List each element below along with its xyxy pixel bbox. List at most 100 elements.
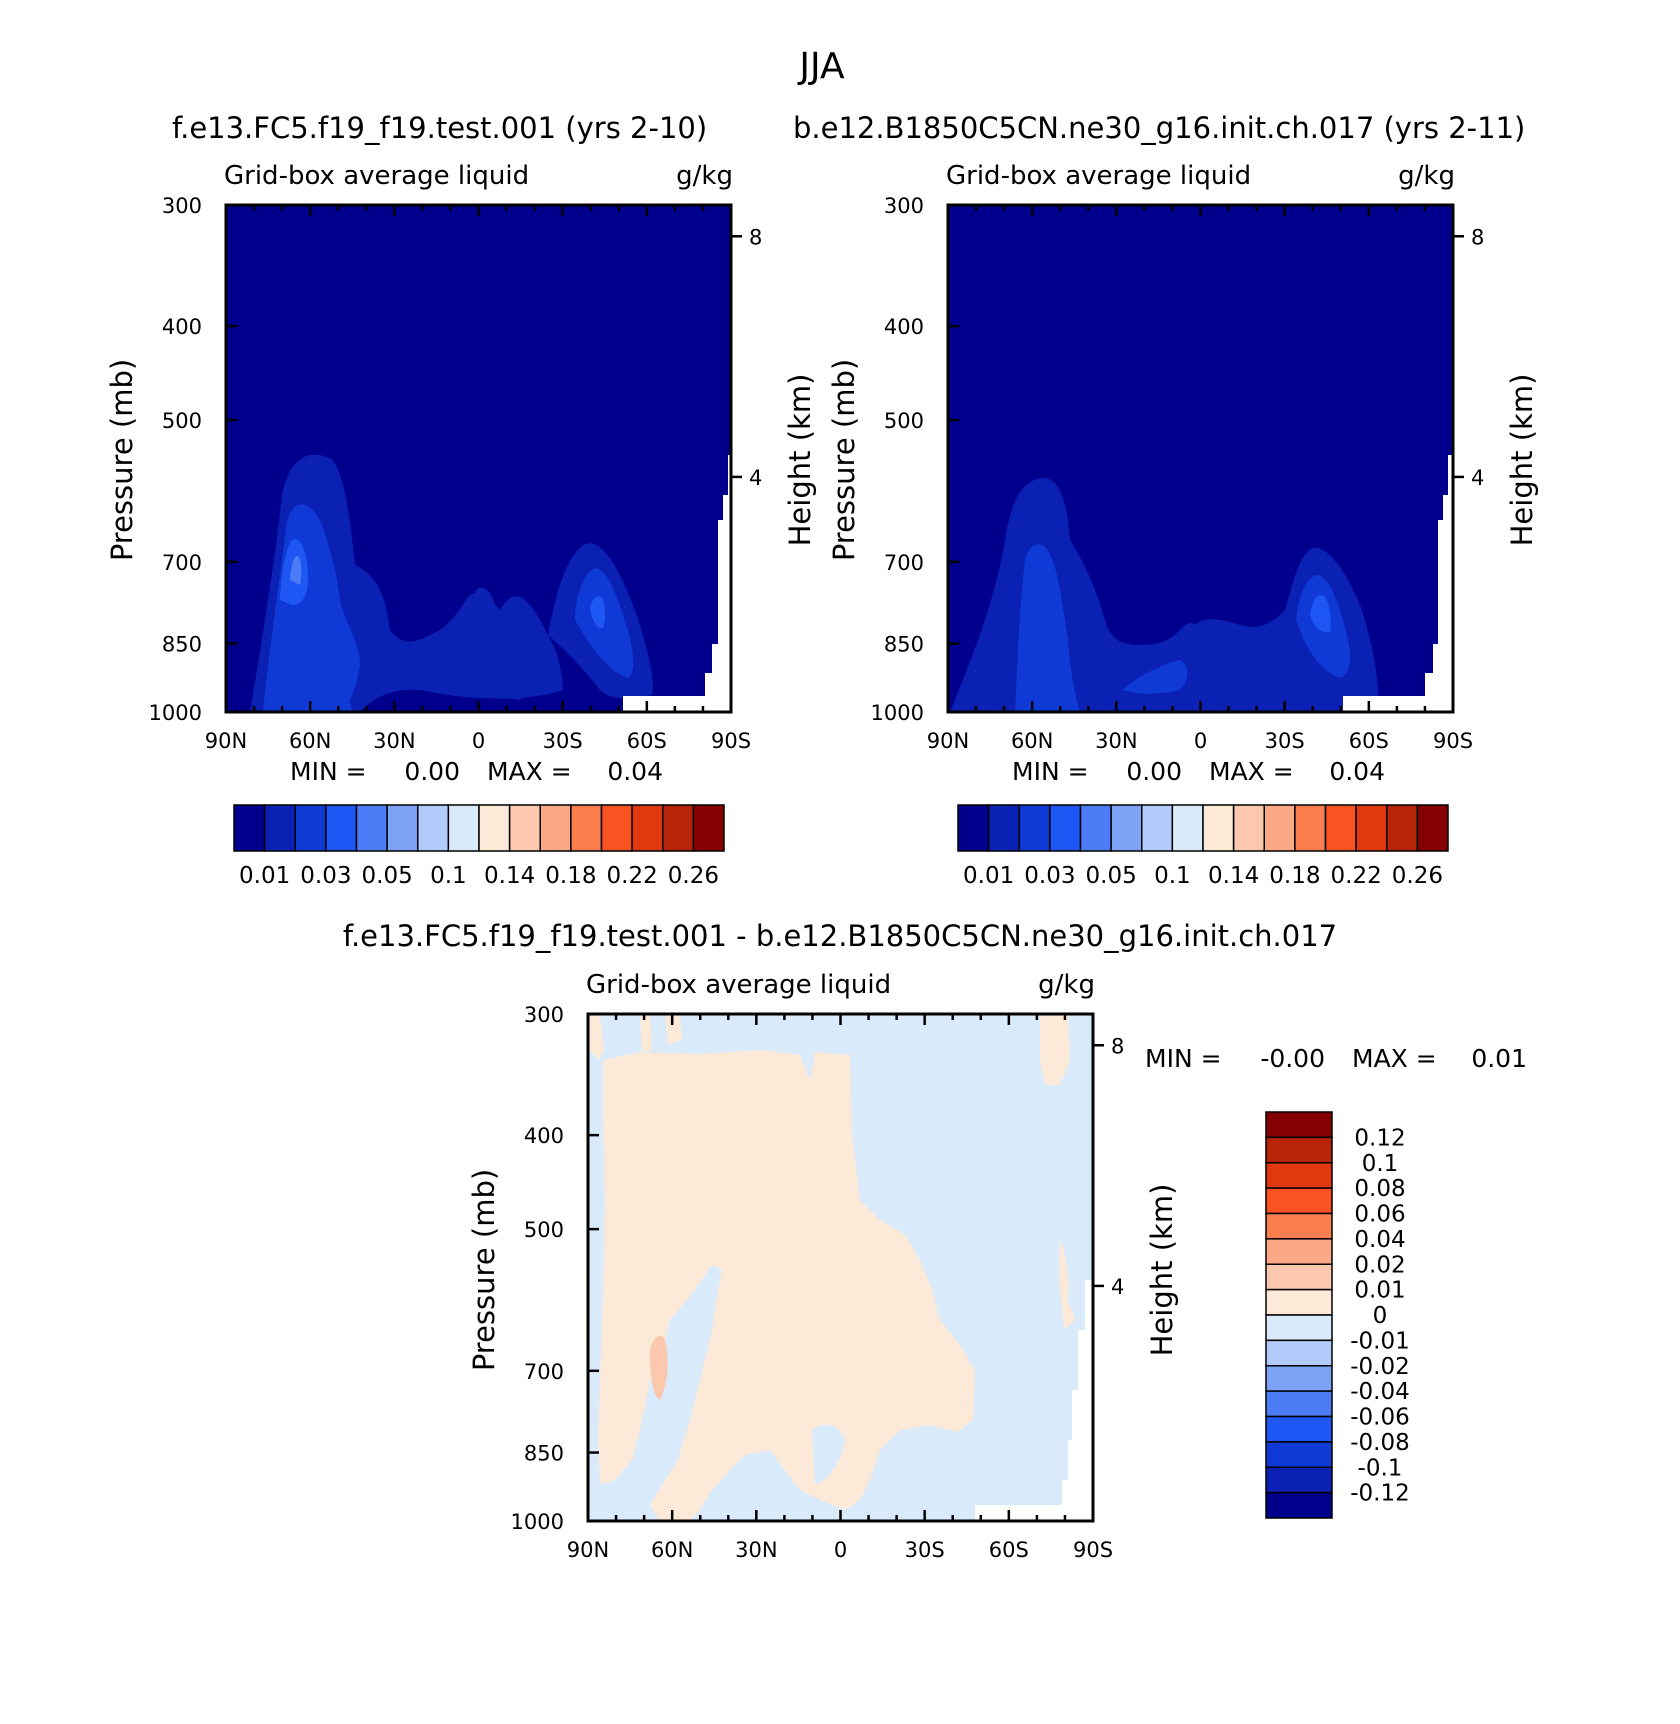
panel-c-positive-top-strip-3 — [665, 1014, 682, 1045]
panel-c-height-tick-label: 4 — [1111, 1275, 1124, 1299]
panel-c-colorbar-swatch — [1265, 1238, 1333, 1265]
panel-c-colorbar-label: 0.02 — [1354, 1252, 1405, 1278]
panel-c-ylabel: Pressure (mb) — [467, 1169, 501, 1371]
panel-b-colorbar-label: 0.01 — [963, 863, 1014, 889]
panel-a-colorbar-swatch — [692, 804, 725, 852]
panel-b-colorbar-swatch — [1110, 804, 1143, 852]
panel-b-colorbar-swatch — [1079, 804, 1112, 852]
panel-b-y-tick-label: 500 — [884, 409, 924, 433]
panel-c-colorbar-swatch — [1265, 1466, 1333, 1494]
panel-b-units-label: g/kg — [1398, 161, 1455, 191]
panel-c-colorbar-label: -0.04 — [1350, 1379, 1410, 1405]
panel-b-colorbar-label: 0.22 — [1331, 863, 1382, 889]
panel-a-ylabel-right: Height (km) — [783, 374, 817, 547]
panel-a-colorbar-swatch — [294, 804, 327, 852]
panel-a-colorbar-swatch — [386, 804, 419, 852]
panel-a: f.e13.FC5.f19_f19.test.001 (yrs 2-10) Gr… — [105, 111, 817, 889]
panel-c-colorbar-swatch — [1265, 1365, 1333, 1392]
panel-a-y-tick-label: 500 — [162, 409, 202, 433]
panel-b-colorbar-swatch — [957, 804, 990, 852]
panel-c-variable-label: Grid-box average liquid — [586, 970, 891, 1000]
panel-c-colorbar-label: 0.01 — [1354, 1278, 1405, 1304]
main-title: JJA — [797, 46, 845, 87]
panel-b-colorbar-label: 0.18 — [1269, 863, 1320, 889]
panel-c-colorbar-swatch — [1265, 1111, 1333, 1139]
panel-a-colorbar-label: 0.22 — [607, 863, 658, 889]
panel-a-colorbar-swatch — [539, 804, 572, 852]
panel-a-colorbar-swatch — [233, 804, 266, 852]
panel-a-colorbar-swatch — [631, 804, 664, 852]
panel-a-colorbar: 0.01 0.03 0.05 0.1 0.14 0.18 0.22 0.26 — [233, 804, 725, 889]
panel-a-x-tick-label: 60S — [627, 729, 667, 753]
panel-c-height-tick-label: 8 — [1111, 1034, 1124, 1058]
panel-c-colorbar-swatch — [1265, 1162, 1333, 1189]
panel-b-colorbar-swatch — [1263, 804, 1296, 852]
panel-b-y-tick-label: 300 — [884, 194, 924, 218]
panel-c-max-value: 0.01 — [1471, 1044, 1527, 1073]
panel-c-max-label: MAX = — [1352, 1044, 1437, 1073]
panel-a-colorbar-swatch — [662, 804, 695, 852]
panel-c-x-tick-label: 90N — [567, 1538, 609, 1562]
panel-a-colorbar-label: 0.1 — [430, 863, 467, 889]
panel-c-colorbar-label: -0.01 — [1350, 1328, 1410, 1354]
panel-b-colorbar-swatch — [1355, 804, 1388, 852]
panel-a-colorbar-label: 0.05 — [362, 863, 413, 889]
panel-b-colorbar-swatch — [1018, 804, 1051, 852]
panel-c-colorbar-swatch — [1265, 1491, 1333, 1519]
panel-b-colorbar-label: 0.26 — [1392, 863, 1443, 889]
panel-c-x-tick-label: 60S — [989, 1538, 1029, 1562]
panel-a-x-tick-label: 90N — [205, 729, 247, 753]
panel-b-min-value: 0.00 — [1126, 757, 1182, 786]
panel-a-colorbar-swatch — [325, 804, 358, 852]
panel-b-min-label: MIN = — [1012, 757, 1089, 786]
panel-a-colorbar-swatch — [570, 804, 603, 852]
panel-a-x-tick-label: 30S — [543, 729, 583, 753]
panel-b-case-title: b.e12.B1850C5CN.ne30_g16.init.ch.017 (yr… — [793, 111, 1525, 145]
panel-c-axes: 90N 60N 30N 0 30S 60S 90S 300 400 500 700 850 1000 8 4 — [511, 1003, 1125, 1562]
panel-b-max-value: 0.04 — [1329, 757, 1385, 786]
panel-c-colorbar-swatch — [1265, 1136, 1333, 1164]
panel-a-colorbar-swatch — [417, 804, 450, 852]
panel-c-colorbar-label: 0.12 — [1354, 1125, 1405, 1151]
panel-b-colorbar: 0.01 0.03 0.05 0.1 0.14 0.18 0.22 0.26 — [957, 804, 1449, 889]
panel-a-colorbar-swatch — [447, 804, 480, 852]
panel-b-colorbar-swatch — [1232, 804, 1265, 852]
panel-b-x-tick-label: 0 — [1194, 729, 1207, 753]
panel-a-units-label: g/kg — [676, 161, 733, 191]
panel-c-colorbar-label: 0.06 — [1354, 1202, 1405, 1228]
panel-b-height-tick-label: 8 — [1471, 225, 1484, 249]
panel-b-colorbar-swatch — [1386, 804, 1419, 852]
panel-a-colorbar-label: 0.18 — [545, 863, 596, 889]
panel-a-contour-0.01-eq — [455, 587, 532, 700]
panel-c: f.e13.FC5.f19_f19.test.001 - b.e12.B1850… — [343, 919, 1527, 1562]
panel-b-colorbar-label: 0.03 — [1024, 863, 1075, 889]
panel-b-colorbar-swatch — [987, 804, 1020, 852]
panel-a-variable-label: Grid-box average liquid — [224, 161, 529, 191]
panel-c-colorbar-swatch — [1265, 1314, 1333, 1342]
panel-c-y-tick-label: 400 — [524, 1124, 564, 1148]
panel-b-colorbar-label: 0.05 — [1086, 863, 1137, 889]
panel-a-colorbar-label: 0.01 — [239, 863, 290, 889]
panel-a-colorbar-swatch — [355, 804, 388, 852]
panel-b-ylabel: Pressure (mb) — [827, 359, 861, 561]
panel-c-colorbar-label: -0.06 — [1350, 1405, 1410, 1431]
panel-b-x-tick-label: 30N — [1095, 729, 1137, 753]
panel-b-colorbar-swatch — [1416, 804, 1449, 852]
panel-b-colorbar-label: 0.1 — [1154, 863, 1191, 889]
panel-c-units-label: g/kg — [1038, 970, 1095, 1000]
panel-a-topography-mask — [623, 455, 731, 712]
panel-a-colorbar-label: 0.03 — [300, 863, 351, 889]
panel-a-min-value: 0.00 — [404, 757, 460, 786]
panel-b-contour-0.03-sh — [1310, 594, 1331, 633]
panel-a-contour-0.02-sfc — [318, 694, 352, 712]
panel-c-y-tick-label: 500 — [524, 1218, 564, 1242]
panel-b-contour-0.02-eq — [1122, 660, 1188, 694]
panel-a-colorbar-label: 0.14 — [484, 863, 535, 889]
panel-c-y-tick-label: 1000 — [511, 1510, 564, 1534]
panel-a-x-tick-label: 30N — [373, 729, 415, 753]
panel-b-y-tick-label: 700 — [884, 551, 924, 575]
panel-a-x-tick-label: 90S — [711, 729, 751, 753]
panel-c-positive-0.02 — [650, 1335, 668, 1400]
panel-c-colorbar-label: 0.04 — [1354, 1227, 1405, 1253]
